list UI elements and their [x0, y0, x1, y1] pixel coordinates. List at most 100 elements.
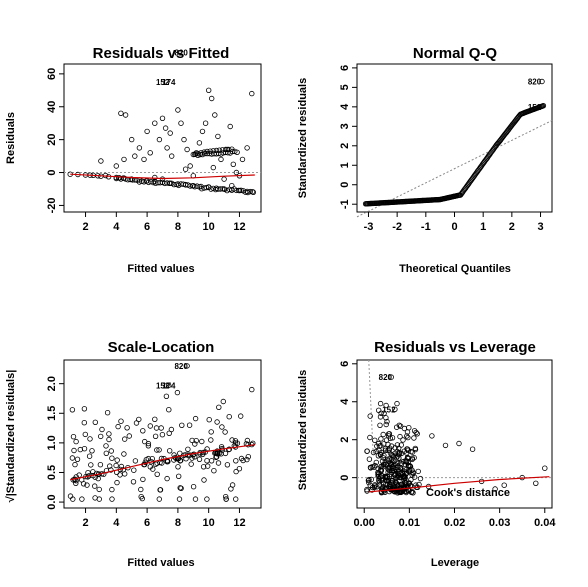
y-tick-label: 6 [339, 65, 351, 71]
data-point [374, 484, 380, 490]
data-point [156, 136, 163, 143]
data-point [244, 145, 250, 151]
data-point [236, 466, 243, 472]
data-point [397, 465, 404, 471]
data-point [365, 477, 372, 484]
data-point [159, 115, 166, 121]
data-point [410, 470, 416, 477]
data-point [113, 163, 119, 169]
data-point [188, 461, 194, 467]
data-point [190, 484, 197, 490]
point-annotation: 820 [379, 373, 393, 382]
y-axis-label: Residuals [5, 112, 17, 164]
data-point [206, 417, 212, 423]
x-tick-label: 0 [451, 221, 457, 233]
data-point [166, 407, 172, 413]
data-point [99, 426, 105, 433]
data-point [237, 413, 244, 419]
data-point [396, 445, 402, 451]
data-point [81, 420, 87, 426]
data-point [214, 448, 220, 454]
data-point [540, 102, 547, 109]
data-point [382, 459, 388, 466]
plot-frame [63, 63, 262, 213]
data-point [108, 448, 114, 454]
data-point [177, 485, 183, 491]
x-axis-label: Fitted values [127, 263, 194, 275]
data-point [414, 431, 420, 437]
panel-residuals-vs-fitted: Residuals vs Fitted Fitted values Residu… [5, 45, 262, 275]
y-tick-label: 1 [339, 162, 351, 168]
data-point [142, 459, 148, 465]
data-point [204, 463, 211, 469]
data-point [152, 120, 158, 126]
data-point [199, 438, 205, 445]
data-point [226, 446, 232, 452]
data-point [411, 435, 417, 441]
data-point [222, 450, 229, 457]
data-point [158, 425, 164, 431]
data-point [200, 464, 207, 470]
data-point [147, 150, 153, 156]
data-point [106, 431, 112, 437]
x-tick-label: 8 [175, 221, 181, 233]
data-point [383, 415, 389, 421]
data-point [398, 442, 404, 448]
data-point [114, 479, 120, 486]
data-point [109, 496, 115, 502]
x-tick-label: 3 [537, 221, 543, 233]
data-point [395, 460, 401, 467]
data-point [389, 452, 395, 458]
y-tick-label: 5 [339, 84, 351, 90]
data-point [233, 169, 240, 176]
data-point [175, 464, 181, 470]
point-annotation: 174 [162, 381, 176, 390]
data-point [222, 429, 228, 435]
x-tick-label: 0.01 [399, 517, 420, 529]
data-point [199, 128, 206, 135]
data-point [403, 489, 409, 496]
data-point [150, 466, 156, 472]
data-point [109, 455, 115, 461]
data-point [154, 447, 160, 453]
data-point [81, 446, 88, 452]
data-point [122, 112, 129, 118]
data-point [95, 475, 101, 482]
y-tick-label: 0 [46, 169, 58, 175]
data-point [156, 447, 162, 453]
data-point [168, 426, 175, 433]
data-point [364, 448, 370, 454]
data-point [378, 463, 384, 470]
data-point [386, 488, 393, 495]
data-point [152, 433, 159, 439]
data-point [249, 386, 255, 393]
data-point [229, 437, 235, 443]
point-annotation: 152 [156, 78, 170, 87]
data-point [240, 457, 246, 464]
smoother-line [70, 173, 255, 180]
x-axis-label: Fitted values [127, 557, 194, 569]
y-tick-label: -20 [46, 197, 58, 213]
data-point [74, 456, 81, 462]
data-point [167, 130, 173, 136]
data-point [204, 458, 210, 464]
data-point [469, 446, 476, 452]
data-point [163, 393, 170, 399]
data-point [136, 145, 143, 151]
plot-frame [356, 63, 553, 213]
data-point [70, 434, 77, 440]
data-point [376, 443, 383, 449]
data-point [245, 454, 251, 460]
chart-title: Scale-Location [108, 339, 215, 356]
data-point [249, 188, 256, 195]
data-point [189, 437, 195, 444]
y-tick-label: 0 [339, 182, 351, 188]
x-tick-label: 0.00 [354, 517, 375, 529]
data-point [373, 448, 379, 455]
panel-normal-qq: Normal Q-Q Theoretical Quantiles Standar… [297, 45, 553, 275]
x-tick-label: 0.02 [444, 517, 465, 529]
data-point [138, 486, 144, 493]
x-tick-label: 8 [175, 517, 181, 529]
y-tick-label: 0.5 [46, 465, 58, 480]
